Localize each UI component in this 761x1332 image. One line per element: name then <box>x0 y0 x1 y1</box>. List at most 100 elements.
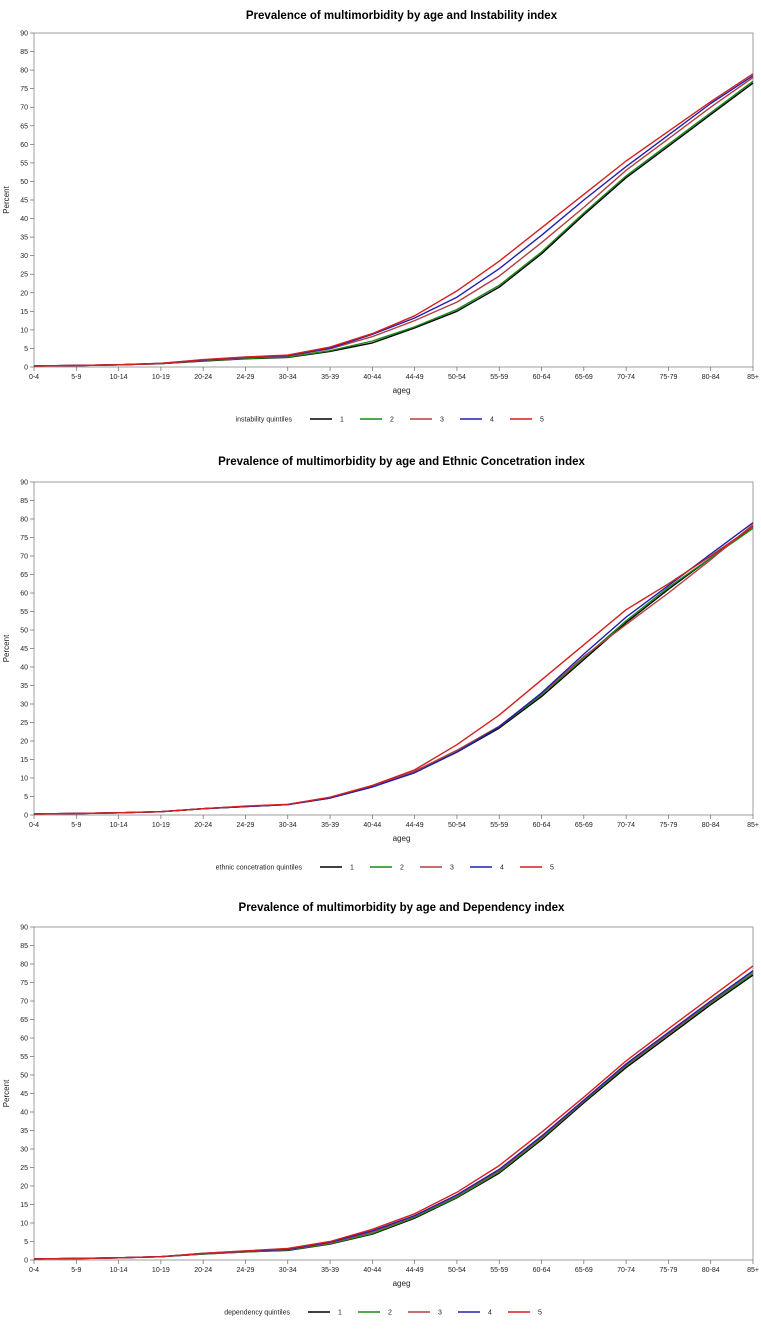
x-tick-label: 40-44 <box>363 822 381 829</box>
chart-dependency-svg: Prevalence of multimorbidity by age and … <box>2 902 759 1317</box>
legend-label-5: 5 <box>550 865 554 872</box>
x-tick-label: 35-39 <box>321 374 339 381</box>
x-tick-label: 35-39 <box>321 822 339 829</box>
legend-label-2: 2 <box>400 865 404 872</box>
y-tick-label: 5 <box>24 794 28 801</box>
plot-frame <box>33 32 754 368</box>
x-tick-label: 0-4 <box>29 1267 39 1274</box>
y-tick-label: 75 <box>20 980 28 987</box>
y-tick-label: 60 <box>20 591 28 598</box>
chart-ethnic-concentration-svg: Prevalence of multimorbidity by age and … <box>2 456 759 872</box>
x-tick-label: 20-24 <box>194 1267 212 1274</box>
x-tick-label: 80-84 <box>702 822 720 829</box>
x-tick-label: 50-54 <box>448 374 466 381</box>
x-tick-label: 5-9 <box>71 374 81 381</box>
y-tick-label: 70 <box>20 999 28 1006</box>
y-tick-label: 35 <box>20 1128 28 1135</box>
y-tick-label: 85 <box>20 498 28 505</box>
legend-label-1: 1 <box>340 417 344 424</box>
x-tick-label: 75-79 <box>659 822 677 829</box>
y-tick-label: 55 <box>20 160 28 167</box>
series-line-2 <box>33 80 754 367</box>
y-tick-label: 40 <box>20 1110 28 1117</box>
y-tick-label: 50 <box>20 1073 28 1080</box>
x-tick-label: 5-9 <box>71 1267 81 1274</box>
x-tick-label: 10-19 <box>152 1267 170 1274</box>
x-tick-label: 55-59 <box>490 1267 508 1274</box>
x-axis-label: ageg <box>393 1279 411 1288</box>
y-tick-label: 90 <box>20 480 28 487</box>
legend-label-3: 3 <box>450 865 454 872</box>
x-tick-label: 55-59 <box>490 822 508 829</box>
y-tick-label: 0 <box>24 365 28 372</box>
chart-panel-ethnic-concentration: Prevalence of multimorbidity by age and … <box>0 446 761 886</box>
y-tick-label: 40 <box>20 665 28 672</box>
y-tick-label: 65 <box>20 572 28 579</box>
chart-title: Prevalence of multimorbidity by age and … <box>239 902 566 914</box>
y-tick-label: 45 <box>20 646 28 653</box>
chart-title: Prevalence of multimorbidity by age and … <box>218 456 585 468</box>
x-tick-label: 10-14 <box>110 822 128 829</box>
x-tick-label: 24-29 <box>237 1267 255 1274</box>
x-tick-label: 5-9 <box>71 822 81 829</box>
legend-label-4: 4 <box>490 417 494 424</box>
y-axis-label: Percent <box>2 1079 11 1107</box>
legend-label-3: 3 <box>438 1310 442 1317</box>
series-line-4 <box>33 970 754 1260</box>
chart-title: Prevalence of multimorbidity by age and … <box>246 10 558 22</box>
legend-label-3: 3 <box>440 417 444 424</box>
x-tick-label: 60-64 <box>533 374 551 381</box>
x-tick-label: 70-74 <box>617 374 635 381</box>
x-tick-label: 85+ <box>747 374 759 381</box>
y-tick-label: 85 <box>20 943 28 950</box>
series-line-5 <box>33 525 754 815</box>
series-line-2 <box>33 527 754 815</box>
y-tick-label: 10 <box>20 1221 28 1228</box>
x-axis-label: ageg <box>393 386 411 395</box>
x-tick-label: 44-49 <box>406 822 424 829</box>
y-tick-label: 0 <box>24 813 28 820</box>
chart-instability-svg: Prevalence of multimorbidity by age and … <box>2 10 759 424</box>
series-line-5 <box>33 73 754 367</box>
y-tick-label: 85 <box>20 49 28 56</box>
y-tick-label: 40 <box>20 216 28 223</box>
y-tick-label: 65 <box>20 1017 28 1024</box>
x-tick-label: 10-19 <box>152 374 170 381</box>
x-tick-label: 50-54 <box>448 1267 466 1274</box>
y-tick-label: 10 <box>20 776 28 783</box>
x-tick-label: 55-59 <box>490 374 508 381</box>
x-tick-label: 75-79 <box>659 1267 677 1274</box>
x-tick-label: 44-49 <box>406 1267 424 1274</box>
x-tick-label: 70-74 <box>617 1267 635 1274</box>
y-tick-label: 60 <box>20 1036 28 1043</box>
y-tick-label: 15 <box>20 1202 28 1209</box>
chart-panel-dependency: Prevalence of multimorbidity by age and … <box>0 892 761 1332</box>
legend-label-4: 4 <box>488 1310 492 1317</box>
series-line-2 <box>33 972 754 1260</box>
y-tick-label: 30 <box>20 253 28 260</box>
x-tick-label: 44-49 <box>406 374 424 381</box>
legend-label-1: 1 <box>350 865 354 872</box>
x-tick-label: 65-69 <box>575 1267 593 1274</box>
y-tick-label: 25 <box>20 720 28 727</box>
series-line-1 <box>33 974 754 1260</box>
x-tick-label: 24-29 <box>237 822 255 829</box>
y-axis-label: Percent <box>2 634 11 662</box>
plot-frame <box>33 926 754 1261</box>
series-line-4 <box>33 75 754 367</box>
y-tick-label: 90 <box>20 925 28 932</box>
y-tick-label: 80 <box>20 517 28 524</box>
x-tick-label: 30-34 <box>279 374 297 381</box>
y-tick-label: 45 <box>20 198 28 205</box>
x-tick-label: 30-34 <box>279 1267 297 1274</box>
legend-title: dependency quintiles <box>224 1310 290 1317</box>
x-tick-label: 75-79 <box>659 374 677 381</box>
y-tick-label: 25 <box>20 1165 28 1172</box>
y-tick-label: 70 <box>20 105 28 112</box>
x-tick-label: 0-4 <box>29 374 39 381</box>
series-line-1 <box>33 82 754 367</box>
y-tick-label: 30 <box>20 702 28 709</box>
y-tick-label: 5 <box>24 346 28 353</box>
y-tick-label: 50 <box>20 179 28 186</box>
legend-label-1: 1 <box>338 1310 342 1317</box>
